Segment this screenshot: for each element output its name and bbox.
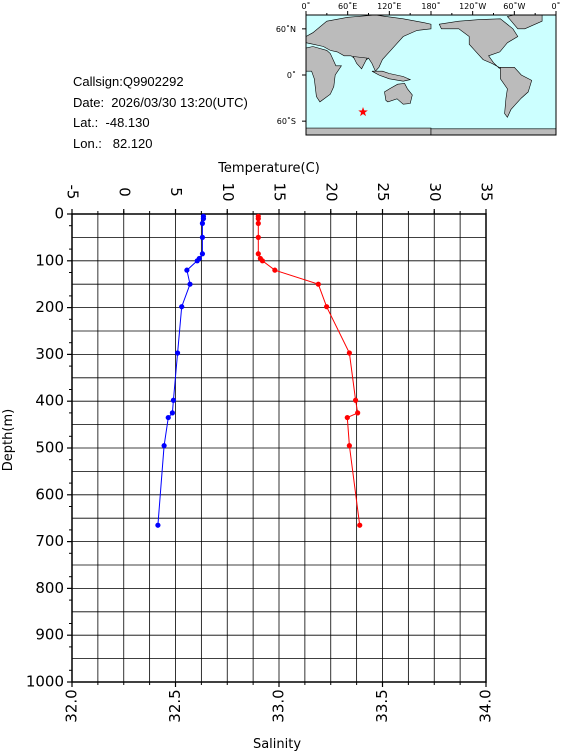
temperature-data-point	[169, 410, 175, 416]
salinity-data-point	[255, 216, 261, 222]
map-land-australia	[384, 83, 413, 105]
map-lat-label: 60˚N	[276, 24, 296, 34]
depth-tick-label: 500	[35, 439, 64, 457]
temperature-data-point	[170, 397, 177, 403]
depth-tick-label: 200	[35, 298, 64, 316]
salinity-data-point	[272, 267, 278, 273]
temperature-data-point	[199, 234, 206, 240]
callsign-label: Callsign:Q9902292	[73, 74, 184, 89]
temperature-profile-line	[157, 216, 204, 526]
salinity-tick-label: 33.5	[373, 689, 391, 722]
map-lon-label: 120˚E	[377, 1, 401, 11]
salinity-data-point	[355, 410, 361, 416]
temperature-data-point	[174, 350, 181, 356]
depth-axis-title: Depth(m)	[1, 409, 16, 471]
salinity-data-point	[255, 220, 261, 226]
map-lon-label: 60˚W	[503, 1, 525, 11]
salinity-profile-line	[257, 216, 361, 526]
temperature-tick-label: 30	[426, 182, 444, 201]
salinity-data-point	[324, 304, 330, 310]
depth-tick-label: 600	[35, 485, 64, 503]
date-label: Date: 2026/03/30 13:20(UTC)	[73, 94, 248, 110]
temperature-data-point	[199, 251, 206, 257]
map-lon-label: 60˚E	[338, 1, 357, 11]
depth-tick-label: 0	[54, 205, 64, 223]
temperature-data-point	[155, 522, 161, 528]
depth-tick-label: 100	[35, 251, 64, 269]
map-lon-label: 0˚	[551, 1, 560, 11]
map-land-north-america	[438, 18, 519, 70]
map-lat-label: 60˚S	[277, 116, 296, 126]
salinity-tick-label: 32.0	[63, 689, 81, 722]
temperature-tick-label: 35	[478, 182, 496, 201]
latitude-label: Lat.: -48.130	[73, 115, 150, 130]
depth-tick-label: 300	[35, 345, 64, 363]
temperature-data-point	[187, 281, 193, 287]
temperature-tick-label: 15	[271, 182, 289, 201]
depth-tick-label: 800	[35, 579, 64, 597]
temperature-tick-label: 5	[167, 187, 185, 197]
salinity-data-point	[346, 350, 352, 356]
map-land-india	[352, 56, 368, 70]
station-info: Callsign:Q9902292 Date: 2026/03/30 13:20…	[73, 72, 248, 154]
salinity-data-point	[315, 281, 321, 287]
temperature-tick-label: 0	[115, 187, 133, 197]
map-land-eurasia	[305, 14, 432, 72]
temperature-data-point	[161, 443, 167, 449]
depth-tick-label: 700	[35, 532, 64, 550]
temperature-tick-label: 10	[219, 182, 237, 201]
temperature-data-point	[179, 304, 185, 310]
map-lat-label: 0˚	[287, 70, 296, 80]
temperature-data-point	[184, 267, 190, 273]
temperature-tick-label: -5	[64, 185, 82, 200]
salinity-axis-title: Salinity	[253, 737, 301, 751]
map-lon-label: 0˚	[301, 1, 310, 11]
temperature-axis-title: Temperature(C)	[217, 161, 320, 176]
salinity-tick-label: 34.0	[477, 689, 495, 722]
salinity-data-point	[357, 522, 363, 528]
map-land-se-asia	[371, 70, 412, 82]
longitude-label: Lon.: 82.120	[73, 135, 153, 151]
temperature-data-point	[199, 220, 206, 226]
temperature-tick-label: 25	[374, 182, 392, 201]
map-land-africa	[305, 46, 342, 103]
temperature-data-point	[165, 414, 171, 421]
temperature-tick-label: 20	[322, 182, 340, 201]
salinity-tick-label: 32.5	[166, 689, 184, 722]
map-lon-label: 180˚	[421, 1, 440, 11]
map-lon-label: 120˚W	[459, 1, 486, 11]
salinity-data-point	[346, 443, 352, 449]
salinity-data-point	[255, 251, 261, 257]
map-land-south-america	[500, 67, 533, 118]
salinity-data-point	[352, 397, 359, 403]
salinity-tick-label: 33.0	[270, 689, 288, 722]
depth-tick-label: 400	[35, 392, 64, 410]
temperature-data-point	[200, 216, 207, 222]
temperature-data-point	[194, 258, 200, 264]
station-marker-star-icon	[358, 107, 368, 117]
salinity-data-point	[259, 258, 266, 264]
salinity-data-point	[255, 234, 261, 240]
depth-tick-label: 900	[35, 626, 64, 644]
depth-tick-label: 1000	[26, 673, 64, 691]
salinity-data-point	[344, 414, 350, 421]
